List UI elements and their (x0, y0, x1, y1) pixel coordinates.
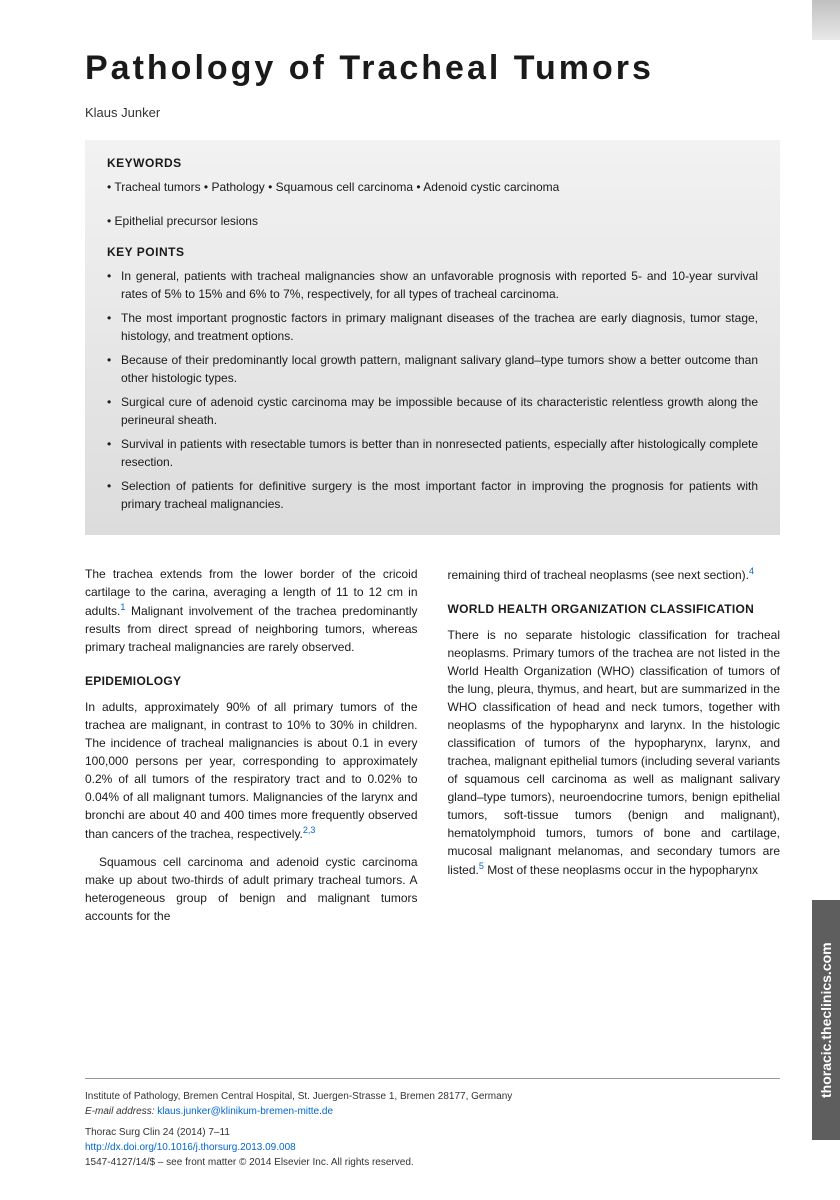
epi-p1-text: In adults, approximately 90% of all prim… (85, 700, 418, 841)
issn-line: 1547-4127/14/$ – see front matter © 2014… (85, 1155, 780, 1170)
email-link[interactable]: klaus.junker@klinikum-bremen-mitte.de (157, 1106, 333, 1117)
keypoint-item: Selection of patients for definitive sur… (107, 477, 758, 513)
page-content: Pathology of Tracheal Tumors Klaus Junke… (0, 0, 840, 1200)
article-title: Pathology of Tracheal Tumors (85, 50, 780, 87)
email-line: E-mail address: klaus.junker@klinikum-br… (85, 1104, 780, 1119)
affiliation: Institute of Pathology, Bremen Central H… (85, 1089, 780, 1104)
keypoint-item: In general, patients with tracheal malig… (107, 267, 758, 303)
body-columns: The trachea extends from the lower borde… (85, 565, 780, 935)
epi-continuation: remaining third of tracheal neoplasms (s… (448, 565, 781, 584)
ref-23[interactable]: 2,3 (303, 825, 316, 835)
keypoint-item: Survival in patients with resectable tum… (107, 435, 758, 471)
keywords-label: KEYWORDS (107, 156, 758, 170)
who-p1b-text: Most of these neoplasms occur in the hyp… (484, 863, 758, 877)
right-column: remaining third of tracheal neoplasms (s… (448, 565, 781, 935)
keypoints-list: In general, patients with tracheal malig… (107, 267, 758, 513)
author-name: Klaus Junker (85, 105, 780, 120)
doi-link[interactable]: http://dx.doi.org/10.1016/j.thorsurg.201… (85, 1140, 780, 1155)
keywords-line1: • Tracheal tumors • Pathology • Squamous… (107, 178, 758, 197)
keypoint-item: The most important prognostic factors in… (107, 309, 758, 345)
who-p1a-text: There is no separate histologic classifi… (448, 628, 781, 877)
epi-paragraph-1: In adults, approximately 90% of all prim… (85, 698, 418, 843)
epi-cont-text: remaining third of tracheal neoplasms (s… (448, 568, 749, 582)
epi-paragraph-2: Squamous cell carcinoma and adenoid cyst… (85, 853, 418, 925)
who-heading: WORLD HEALTH ORGANIZATION CLASSIFICATION (448, 600, 781, 618)
ref-4[interactable]: 4 (749, 566, 754, 576)
keypoint-item: Surgical cure of adenoid cystic carcinom… (107, 393, 758, 429)
intro-paragraph: The trachea extends from the lower borde… (85, 565, 418, 656)
left-column: The trachea extends from the lower borde… (85, 565, 418, 935)
email-label: E-mail address: (85, 1106, 154, 1117)
keywords-line2: • Epithelial precursor lesions (107, 212, 758, 231)
keypoint-item: Because of their predominantly local gro… (107, 351, 758, 387)
who-paragraph: There is no separate histologic classifi… (448, 626, 781, 879)
citation: Thorac Surg Clin 24 (2014) 7–11 (85, 1125, 780, 1140)
keywords-keypoints-box: KEYWORDS • Tracheal tumors • Pathology •… (85, 140, 780, 534)
epidemiology-heading: EPIDEMIOLOGY (85, 672, 418, 690)
keypoints-label: KEY POINTS (107, 245, 758, 259)
intro-continuation: Malignant involvement of the trachea pre… (85, 604, 418, 654)
footer: Institute of Pathology, Bremen Central H… (85, 1078, 780, 1170)
